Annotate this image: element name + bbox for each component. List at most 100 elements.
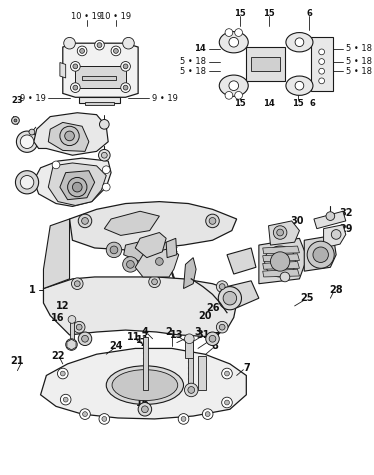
Text: 15: 15 — [292, 99, 303, 107]
Circle shape — [20, 176, 34, 189]
Polygon shape — [227, 281, 259, 308]
Circle shape — [58, 368, 68, 379]
Circle shape — [98, 150, 110, 161]
Circle shape — [313, 247, 328, 263]
Circle shape — [82, 335, 88, 342]
Circle shape — [224, 371, 229, 376]
Text: 15: 15 — [234, 99, 245, 107]
Ellipse shape — [219, 75, 248, 96]
Polygon shape — [227, 248, 256, 274]
Circle shape — [319, 49, 325, 55]
Circle shape — [206, 214, 219, 228]
Circle shape — [222, 397, 232, 408]
Text: 7: 7 — [243, 363, 250, 373]
Circle shape — [66, 339, 77, 351]
Circle shape — [20, 135, 34, 149]
Text: 8: 8 — [211, 342, 218, 352]
Circle shape — [82, 218, 88, 224]
Circle shape — [60, 371, 65, 376]
Polygon shape — [40, 349, 246, 419]
Circle shape — [63, 397, 68, 402]
Polygon shape — [311, 38, 333, 91]
Circle shape — [123, 64, 128, 69]
Circle shape — [149, 276, 160, 287]
Text: 23: 23 — [12, 95, 23, 104]
Polygon shape — [304, 236, 336, 271]
Circle shape — [106, 242, 122, 257]
Polygon shape — [324, 225, 346, 248]
Polygon shape — [263, 246, 300, 254]
Circle shape — [223, 292, 237, 305]
Circle shape — [326, 212, 335, 220]
Circle shape — [331, 229, 341, 239]
Circle shape — [68, 178, 87, 197]
Polygon shape — [60, 171, 95, 200]
Polygon shape — [263, 254, 300, 262]
Polygon shape — [34, 158, 111, 207]
Circle shape — [217, 322, 228, 333]
Circle shape — [121, 62, 131, 71]
Circle shape — [52, 161, 60, 169]
Circle shape — [206, 332, 219, 345]
Circle shape — [142, 240, 157, 256]
Circle shape — [222, 368, 232, 379]
Polygon shape — [34, 113, 108, 155]
Circle shape — [273, 226, 287, 239]
Circle shape — [188, 387, 194, 393]
Ellipse shape — [286, 33, 313, 52]
Circle shape — [76, 324, 82, 330]
Text: 16: 16 — [51, 313, 65, 323]
Circle shape — [74, 281, 80, 286]
Text: 15: 15 — [263, 9, 275, 18]
Ellipse shape — [219, 32, 248, 53]
Text: 7: 7 — [140, 338, 146, 348]
Text: 21: 21 — [10, 356, 24, 366]
Polygon shape — [269, 221, 300, 245]
Text: 6: 6 — [306, 9, 312, 18]
Text: 5 • 18: 5 • 18 — [346, 66, 372, 76]
Circle shape — [218, 286, 242, 310]
Circle shape — [123, 85, 128, 90]
Text: 22: 22 — [51, 351, 65, 361]
Text: 5 • 18: 5 • 18 — [180, 66, 206, 76]
Circle shape — [95, 40, 104, 50]
Circle shape — [123, 256, 138, 272]
Circle shape — [71, 62, 80, 71]
Polygon shape — [104, 211, 159, 236]
Polygon shape — [314, 211, 346, 228]
Text: 1: 1 — [28, 285, 35, 295]
Text: 5 • 18: 5 • 18 — [180, 57, 206, 66]
Circle shape — [111, 46, 121, 56]
Circle shape — [102, 166, 110, 173]
Circle shape — [71, 278, 83, 289]
Circle shape — [235, 92, 242, 99]
Text: 24: 24 — [109, 342, 123, 352]
Circle shape — [102, 417, 107, 421]
Ellipse shape — [286, 76, 313, 95]
Circle shape — [151, 279, 157, 285]
Text: 28: 28 — [329, 285, 343, 295]
Circle shape — [121, 83, 131, 93]
Circle shape — [217, 281, 228, 293]
Circle shape — [229, 81, 239, 91]
Circle shape — [209, 335, 216, 342]
Circle shape — [83, 412, 88, 417]
Circle shape — [29, 129, 35, 135]
Polygon shape — [43, 277, 237, 337]
Circle shape — [77, 46, 87, 56]
Polygon shape — [263, 262, 300, 269]
Circle shape — [184, 383, 198, 397]
Polygon shape — [75, 66, 126, 87]
Polygon shape — [85, 102, 114, 105]
Circle shape — [78, 214, 92, 228]
Circle shape — [126, 260, 134, 268]
Ellipse shape — [106, 366, 184, 404]
Text: 5 • 18: 5 • 18 — [346, 45, 372, 54]
Circle shape — [15, 171, 39, 194]
Circle shape — [225, 28, 233, 37]
Circle shape — [80, 409, 90, 419]
Circle shape — [219, 284, 225, 289]
Circle shape — [224, 400, 229, 405]
Ellipse shape — [112, 370, 178, 400]
Text: 29: 29 — [339, 224, 353, 234]
